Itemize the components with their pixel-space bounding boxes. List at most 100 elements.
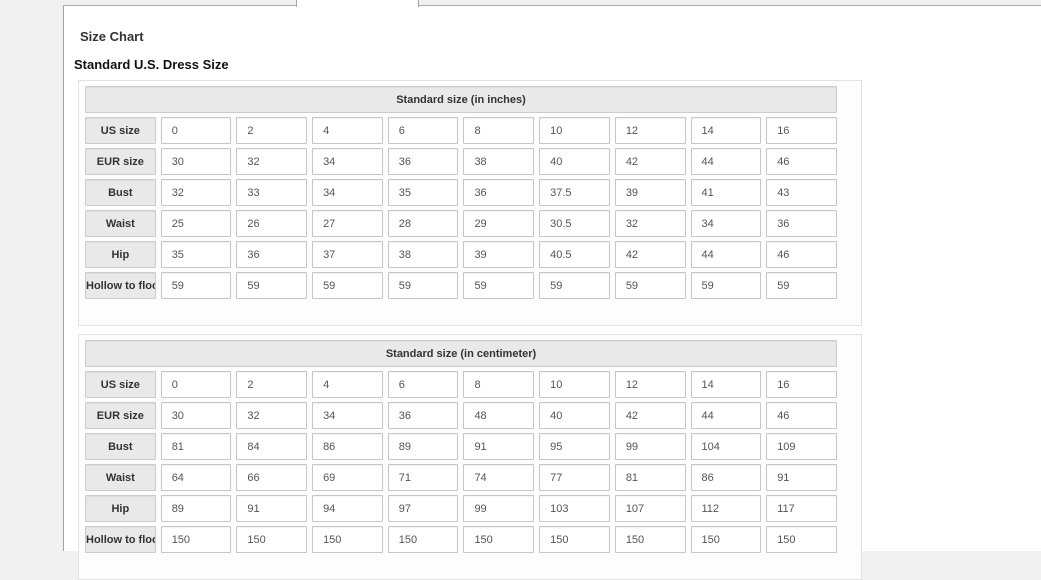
size-value-cell: 30.5	[539, 210, 610, 237]
size-value-cell: 46	[766, 402, 837, 429]
size-value-cell: 59	[690, 272, 762, 299]
row-label: Hip	[85, 495, 156, 522]
size-value-cell: 10	[539, 371, 610, 398]
size-value-cell: 35	[160, 241, 232, 268]
size-value-cell: 42	[614, 241, 686, 268]
size-value-cell: 14	[690, 371, 762, 398]
size-value-cell: 71	[387, 464, 459, 491]
size-value-cell: 59	[312, 272, 383, 299]
size-value-cell: 38	[387, 241, 459, 268]
size-value-cell: 8	[463, 117, 535, 144]
size-value-cell: 59	[614, 272, 686, 299]
table-row: Hip 89 91 94 97 99 103 107 112 117	[85, 495, 837, 522]
size-value-cell: 29	[463, 210, 535, 237]
size-value-cell: 95	[539, 433, 610, 460]
size-value-cell: 103	[539, 495, 610, 522]
size-value-cell: 117	[766, 495, 837, 522]
size-value-cell: 38	[463, 148, 535, 175]
size-value-cell: 66	[236, 464, 308, 491]
size-value-cell: 59	[236, 272, 308, 299]
size-value-cell: 25	[160, 210, 232, 237]
size-value-cell: 150	[614, 526, 686, 553]
page-title: Size Chart	[80, 29, 144, 44]
size-value-cell: 44	[690, 402, 762, 429]
size-chart-panel: Size Chart Standard U.S. Dress Size Stan…	[63, 5, 1041, 580]
size-value-cell: 30	[160, 402, 232, 429]
size-value-cell: 89	[160, 495, 232, 522]
size-value-cell: 81	[160, 433, 232, 460]
size-value-cell: 35	[387, 179, 459, 206]
size-value-cell: 46	[766, 148, 837, 175]
size-value-cell: 44	[690, 148, 762, 175]
size-value-cell: 34	[312, 179, 383, 206]
inches-size-table: Standard size (in inches) US size 0 2 4 6 8 10 1…	[80, 82, 842, 303]
size-value-cell: 91	[463, 433, 535, 460]
size-value-cell: 104	[690, 433, 762, 460]
size-value-cell: 150	[690, 526, 762, 553]
size-value-cell: 40	[539, 402, 610, 429]
size-value-cell: 6	[387, 117, 459, 144]
size-value-cell: 43	[766, 179, 837, 206]
row-label: Waist	[85, 210, 156, 237]
table-header-row: Standard size (in inches)	[85, 86, 837, 113]
size-value-cell: 30	[160, 148, 232, 175]
size-value-cell: 12	[614, 117, 686, 144]
size-value-cell: 150	[766, 526, 837, 553]
size-value-cell: 16	[766, 371, 837, 398]
table-row: Bust 32 33 34 35 36 37.5 39 41 43	[85, 179, 837, 206]
size-value-cell: 2	[236, 117, 308, 144]
size-value-cell: 81	[614, 464, 686, 491]
size-value-cell: 97	[387, 495, 459, 522]
row-label: EUR size	[85, 402, 156, 429]
size-value-cell: 2	[236, 371, 308, 398]
size-value-cell: 0	[160, 371, 232, 398]
table-row: US size 0 2 4 6 8 10 12 14 16	[85, 117, 837, 144]
size-value-cell: 59	[539, 272, 610, 299]
size-value-cell: 4	[312, 371, 383, 398]
size-value-cell: 36	[766, 210, 837, 237]
size-value-cell: 10	[539, 117, 610, 144]
size-value-cell: 74	[463, 464, 535, 491]
row-label: Hollow to floor	[85, 272, 156, 299]
size-value-cell: 39	[463, 241, 535, 268]
size-value-cell: 99	[463, 495, 535, 522]
inches-table-container: Standard size (in inches) US size 0 2 4 6 8 10 1…	[78, 80, 862, 326]
table-row: EUR size 30 32 34 36 38 40 42 44 46	[85, 148, 837, 175]
size-value-cell: 64	[160, 464, 232, 491]
centimeter-table-container: Standard size (in centimeter) US size 0 2 4 6…	[78, 334, 862, 580]
row-label: Waist	[85, 464, 156, 491]
size-value-cell: 16	[766, 117, 837, 144]
table-header-row: Standard size (in centimeter)	[85, 340, 837, 367]
size-value-cell: 0	[160, 117, 232, 144]
size-value-cell: 91	[236, 495, 308, 522]
size-value-cell: 27	[312, 210, 383, 237]
table-header: Standard size (in inches)	[85, 86, 837, 113]
size-value-cell: 32	[236, 402, 308, 429]
size-value-cell: 37	[312, 241, 383, 268]
table-row: US size 0 2 4 6 8 10 12 14 16	[85, 371, 837, 398]
size-value-cell: 34	[690, 210, 762, 237]
size-value-cell: 26	[236, 210, 308, 237]
table-header: Standard size (in centimeter)	[85, 340, 837, 367]
row-label: Hip	[85, 241, 156, 268]
size-value-cell: 86	[312, 433, 383, 460]
size-value-cell: 112	[690, 495, 762, 522]
size-value-cell: 59	[766, 272, 837, 299]
size-value-cell: 59	[463, 272, 535, 299]
size-value-cell: 59	[387, 272, 459, 299]
size-value-cell: 8	[463, 371, 535, 398]
table-row: Bust 81 84 86 89 91 95 99 104 109	[85, 433, 837, 460]
table-row: EUR size 30 32 34 36 48 40 42 44 46	[85, 402, 837, 429]
size-value-cell: 150	[539, 526, 610, 553]
size-value-cell: 39	[614, 179, 686, 206]
centimeter-size-table: Standard size (in centimeter) US size 0 2 4 6…	[80, 336, 842, 557]
size-value-cell: 32	[614, 210, 686, 237]
row-label: US size	[85, 371, 156, 398]
size-value-cell: 4	[312, 117, 383, 144]
size-value-cell: 46	[766, 241, 837, 268]
row-label: EUR size	[85, 148, 156, 175]
size-value-cell: 150	[463, 526, 535, 553]
size-value-cell: 42	[614, 148, 686, 175]
active-tab[interactable]	[296, 0, 419, 7]
size-value-cell: 36	[463, 179, 535, 206]
